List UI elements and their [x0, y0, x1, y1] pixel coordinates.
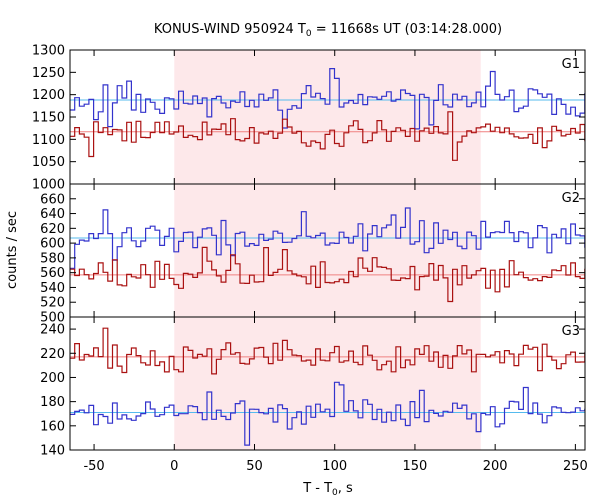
panel-g3-blue-series [70, 381, 586, 446]
x-axis-label: T - T0, s [302, 481, 353, 498]
x-axis-label-prefix: T - T [302, 481, 332, 496]
panel-g1-red-series [70, 111, 586, 161]
panel-g1-ytick-label: 1250 [32, 66, 65, 81]
panel-g2-ytick-label: 500 [40, 311, 65, 326]
panel-g1-ytick-label: 1100 [32, 133, 65, 148]
panel-g3-ytick-label: 220 [40, 347, 65, 362]
panel-g2-ytick-label: 560 [40, 266, 65, 281]
x-axis-label-subscript: 0 [332, 488, 338, 498]
panel-g2-ytick-label: 540 [40, 281, 65, 296]
panel-g2-ytick-label: 600 [40, 237, 65, 252]
panel-g1-blue-series [70, 68, 586, 130]
plot-area: 1000105011001150120012501300G15005205405… [32, 44, 588, 475]
panel-g3-ytick-label: 240 [40, 323, 65, 338]
panel-g2-ytick-label: 580 [40, 251, 65, 266]
x-tick-label: 50 [246, 459, 263, 474]
x-tick-label: 250 [563, 459, 588, 474]
panel-g1-label: G1 [562, 57, 580, 72]
panel-g2-ytick-label: 520 [40, 296, 65, 311]
panel-g3-ytick-label: 160 [40, 419, 65, 434]
x-axis-label-suffix: , s [338, 481, 353, 496]
panel-g2-label: G2 [562, 191, 580, 206]
panel-g3-ytick-label: 200 [40, 371, 65, 386]
x-tick-label: 0 [170, 459, 178, 474]
chart-title-prefix: KONUS-WIND 950924 T [154, 22, 306, 37]
x-tick-label: 150 [403, 459, 428, 474]
highlight-interval [174, 50, 481, 450]
panel-g3-frame [69, 316, 586, 451]
chart-title-subscript: 0 [306, 29, 312, 39]
panel-g1-ytick-label: 1200 [32, 88, 65, 103]
panel-g1-ytick-label: 1000 [32, 178, 65, 193]
panel-g2-ytick-label: 640 [40, 207, 65, 222]
panel-g1-ytick-label: 1050 [32, 155, 65, 170]
panel-g3-red-series [70, 327, 586, 375]
panel-g1-ytick-label: 1300 [32, 44, 65, 59]
panel-g3-ytick-label: 180 [40, 395, 65, 410]
panel-g3-label: G3 [562, 324, 580, 339]
panel-g2-ytick-label: 620 [40, 222, 65, 237]
x-tick-label: 200 [483, 459, 508, 474]
panel-g3-ytick-label: 140 [40, 444, 65, 459]
panel-g2-red-series [70, 246, 586, 303]
panel-g2-blue-series [70, 207, 586, 269]
x-tick-label: -50 [83, 459, 104, 474]
chart-title-suffix: = 11668s UT (03:14:28.000) [312, 22, 502, 37]
x-tick-label: 100 [322, 459, 347, 474]
panel-g2-ytick-label: 660 [40, 192, 65, 207]
y-axis-label: counts / sec [5, 211, 20, 289]
chart-title: KONUS-WIND 950924 T0 = 11668s UT (03:14:… [154, 22, 502, 39]
panel-g1-ytick-label: 1150 [32, 111, 65, 126]
